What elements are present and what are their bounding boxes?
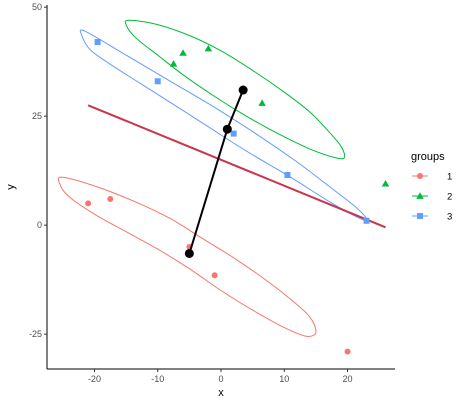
point-group-2 <box>258 99 266 106</box>
x-tick-label: 20 <box>343 374 353 384</box>
ellipse-group-2 <box>124 19 346 160</box>
legend-key-marker <box>416 192 424 199</box>
legend-key-marker <box>417 213 423 219</box>
regression-line <box>87 104 386 229</box>
connector-path <box>184 85 248 258</box>
x-tick-label: 0 <box>218 374 223 384</box>
point-group-1 <box>107 195 114 202</box>
y-axis-title: y <box>5 184 17 190</box>
ellipse-group-1 <box>57 176 317 337</box>
x-ticks: -20 -10 0 10 20 <box>88 369 353 384</box>
point-group-2 <box>204 44 213 52</box>
legend-label: 1 <box>447 172 452 183</box>
legend-key-marker <box>417 173 423 179</box>
point-group-1 <box>211 272 218 279</box>
point-group-3 <box>154 78 161 85</box>
x-axis-title: x <box>218 387 224 399</box>
ellipse-group-3 <box>79 29 368 222</box>
legend-title: groups <box>411 151 445 163</box>
connector-node <box>238 85 248 95</box>
point-group-3 <box>284 172 291 179</box>
y-tick-label: 0 <box>37 220 42 230</box>
y-tick-label: -25 <box>29 329 42 339</box>
y-ticks: -25 0 25 50 <box>29 2 47 339</box>
connector-line <box>188 89 245 254</box>
legend-label: 3 <box>447 212 452 223</box>
legend-label: 2 <box>447 192 452 203</box>
x-tick-label: -10 <box>151 374 164 384</box>
point-group-1 <box>344 348 351 355</box>
confidence-ellipses <box>57 19 368 337</box>
y-tick-label: 50 <box>32 2 42 12</box>
connector-node <box>222 124 232 134</box>
point-group-1 <box>85 200 92 207</box>
legend: groups 1 2 3 <box>411 151 452 223</box>
point-group-2 <box>169 60 178 67</box>
connector-node <box>184 248 194 258</box>
point-group-2 <box>179 49 187 56</box>
y-tick-label: 25 <box>32 111 42 121</box>
x-tick-label: -20 <box>88 374 101 384</box>
x-tick-label: 10 <box>279 374 289 384</box>
point-group-3 <box>363 217 370 224</box>
fit-line <box>87 104 386 229</box>
point-group-3 <box>230 130 237 137</box>
point-group-2 <box>381 179 390 187</box>
data-points <box>85 39 390 355</box>
point-group-3 <box>94 39 101 46</box>
